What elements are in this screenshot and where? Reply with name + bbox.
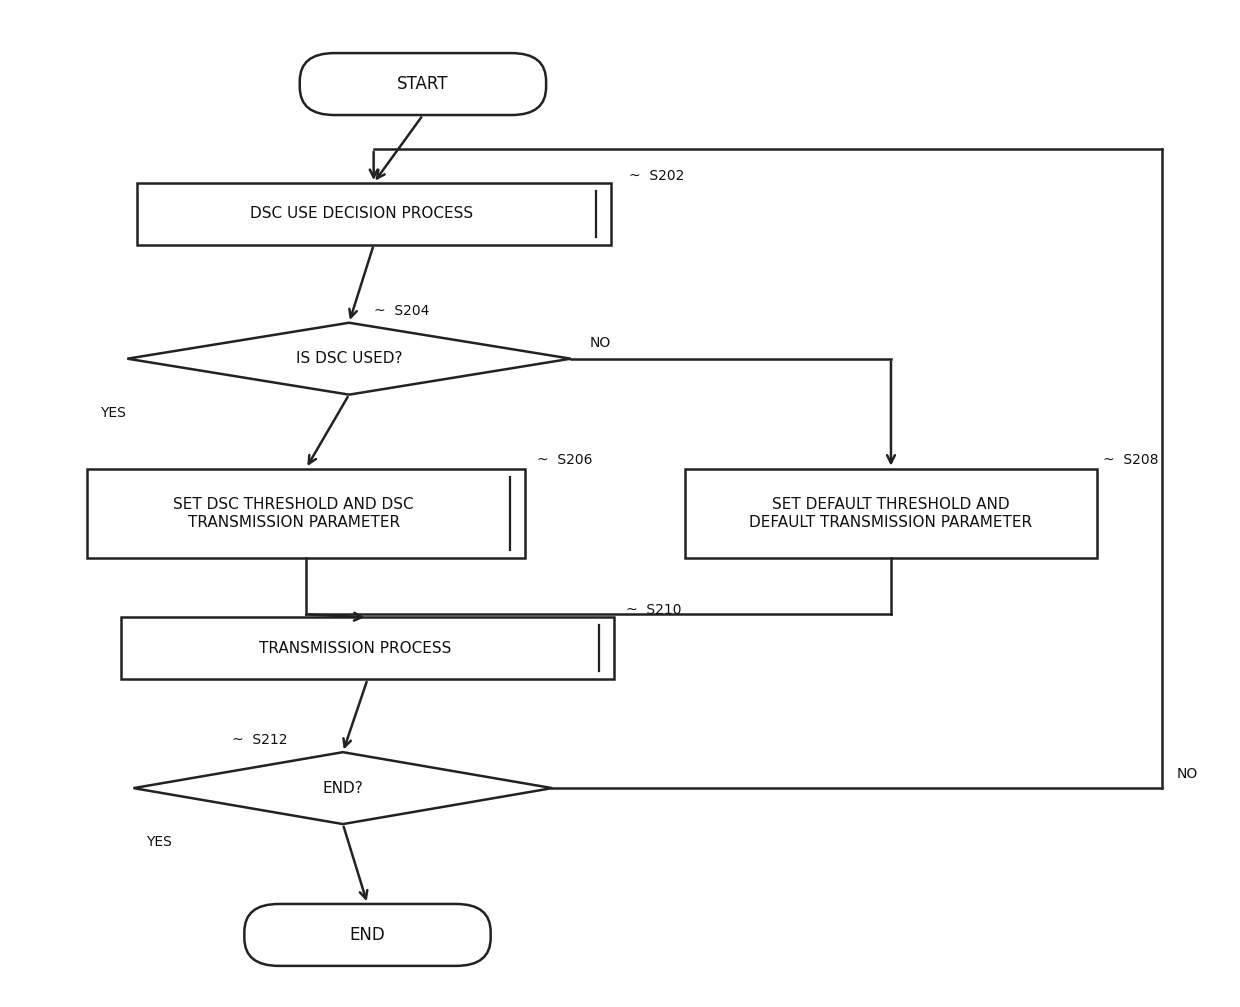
Text: END: END: [350, 925, 386, 944]
Bar: [87, 468, 525, 559]
Text: END?: END?: [322, 780, 363, 796]
Text: DSC USE DECISION PROCESS: DSC USE DECISION PROCESS: [249, 206, 472, 222]
Text: ~  S202: ~ S202: [629, 169, 684, 183]
Bar: [684, 468, 1097, 559]
Text: START: START: [397, 76, 449, 93]
Text: NO: NO: [589, 335, 610, 349]
Text: ~  S210: ~ S210: [626, 603, 682, 617]
Text: ~  S204: ~ S204: [373, 304, 429, 318]
FancyBboxPatch shape: [300, 53, 546, 115]
Text: NO: NO: [1177, 767, 1198, 781]
Text: ~  S206: ~ S206: [537, 452, 593, 466]
Bar: [122, 617, 614, 680]
Text: ~  S208: ~ S208: [1104, 452, 1159, 466]
Polygon shape: [128, 322, 570, 395]
Text: ~  S212: ~ S212: [232, 733, 288, 747]
Text: SET DEFAULT THRESHOLD AND
DEFAULT TRANSMISSION PARAMETER: SET DEFAULT THRESHOLD AND DEFAULT TRANSM…: [749, 497, 1033, 530]
FancyBboxPatch shape: [244, 904, 491, 966]
Text: YES: YES: [146, 835, 171, 849]
Text: TRANSMISSION PROCESS: TRANSMISSION PROCESS: [259, 640, 451, 656]
Bar: [136, 183, 611, 245]
Text: IS DSC USED?: IS DSC USED?: [296, 351, 402, 367]
Polygon shape: [134, 752, 552, 824]
Text: SET DSC THRESHOLD AND DSC
TRANSMISSION PARAMETER: SET DSC THRESHOLD AND DSC TRANSMISSION P…: [174, 497, 414, 530]
Text: YES: YES: [99, 406, 125, 420]
